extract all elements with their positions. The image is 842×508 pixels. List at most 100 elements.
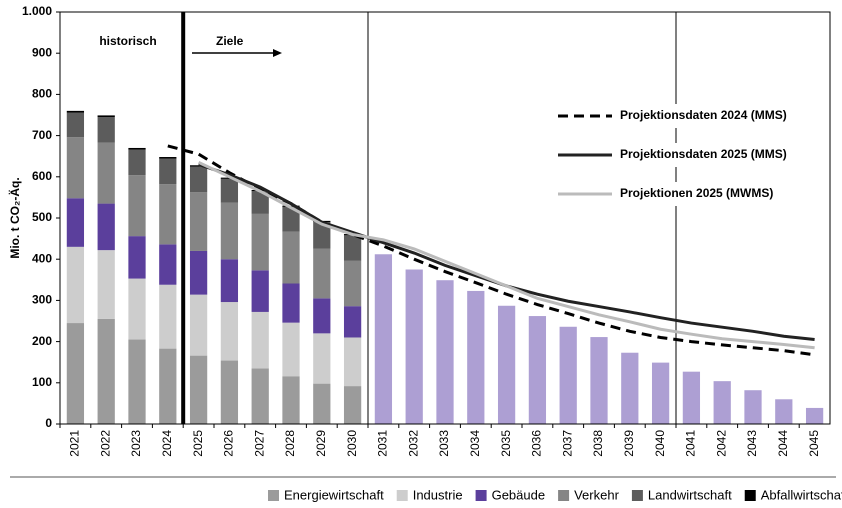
bar-segment — [189, 166, 208, 193]
annotation: historisch — [99, 34, 156, 48]
bar-segment — [66, 137, 85, 199]
legend-label: Verkehr — [574, 487, 619, 502]
x-tick-label: 2038 — [591, 430, 605, 457]
annotation: Ziele — [216, 34, 244, 48]
x-tick-label: 2027 — [252, 430, 266, 457]
bar-segment — [189, 192, 208, 251]
legend-label: Industrie — [413, 487, 463, 502]
bar-segment — [220, 202, 239, 260]
bar-segment — [97, 142, 115, 204]
bar-segment — [128, 236, 146, 279]
bar-segment — [128, 149, 146, 176]
x-tick-label: 2032 — [406, 430, 420, 457]
bar-segment — [159, 284, 177, 349]
bar-segment — [313, 383, 331, 424]
bar-segment — [220, 178, 239, 203]
bar-segment — [189, 294, 208, 356]
x-tick-label: 2036 — [530, 430, 544, 457]
x-tick-label: 2042 — [714, 430, 728, 457]
bar-segment — [97, 250, 115, 319]
bar-segment — [528, 316, 547, 424]
bar-segment — [66, 198, 85, 247]
legend-label: Energiewirtschaft — [284, 487, 384, 502]
y-tick-label: 0 — [45, 416, 52, 430]
y-tick-label: 400 — [32, 251, 52, 265]
x-tick-label: 2030 — [345, 430, 359, 457]
y-axis-label: Mio. t CO₂-Äq. — [7, 177, 22, 258]
x-tick-label: 2024 — [160, 430, 174, 457]
bar-segment — [497, 305, 516, 424]
bar-segment — [251, 213, 269, 271]
bar-segment — [66, 323, 85, 424]
bar-segment — [682, 371, 701, 424]
bar-segment — [590, 337, 608, 424]
bar-segment — [343, 235, 362, 261]
bar-segment — [159, 184, 177, 245]
x-tick-label: 2029 — [314, 430, 328, 457]
x-tick-label: 2041 — [684, 430, 698, 457]
y-tick-label: 1.000 — [22, 4, 52, 18]
bar-segment — [97, 318, 115, 424]
bar-segment — [220, 302, 239, 361]
bar-segment — [467, 290, 485, 424]
bar-segment — [159, 244, 177, 285]
legend-swatch — [396, 490, 408, 501]
bar-segment — [621, 352, 639, 424]
y-tick-label: 800 — [32, 87, 52, 101]
bar-segment — [744, 390, 762, 424]
bar-segment — [313, 222, 331, 249]
plot-frame — [59, 11, 831, 425]
legend-label: Projektionen 2025 (MWMS) — [620, 186, 773, 200]
bar-segment — [374, 254, 393, 424]
bar-segment — [313, 298, 331, 334]
bar-segment — [343, 386, 362, 424]
bar-segment — [66, 246, 85, 324]
legend-swatch — [631, 490, 643, 501]
bar-segment — [159, 348, 177, 424]
x-tick-label: 2037 — [560, 430, 574, 457]
bar-segment — [775, 399, 793, 424]
bar-segment — [282, 376, 300, 424]
bar-segment — [282, 322, 300, 377]
bar-segment — [251, 270, 269, 312]
bar-segment — [128, 175, 146, 237]
y-tick-label: 200 — [32, 334, 52, 348]
x-tick-label: 2034 — [468, 430, 482, 457]
bar-segment — [97, 117, 115, 143]
legend-label: Abfallwirtschaft — [761, 487, 842, 502]
bar-segment — [220, 259, 239, 303]
x-tick-label: 2043 — [745, 430, 759, 457]
y-tick-label: 500 — [32, 210, 52, 224]
bar-segment — [66, 112, 85, 138]
y-tick-label: 700 — [32, 128, 52, 142]
x-tick-label: 2039 — [622, 430, 636, 457]
legend-label: Landwirtschaft — [648, 487, 732, 502]
bar-segment — [313, 333, 331, 384]
bar-segment — [97, 203, 115, 251]
x-tick-label: 2028 — [283, 430, 297, 457]
bar-segment — [313, 248, 331, 299]
legend-label: Gebäude — [492, 487, 546, 502]
line — [197, 161, 815, 350]
bar-segment — [282, 283, 300, 323]
bar-segment — [343, 337, 362, 387]
legend-swatch — [558, 490, 570, 501]
y-tick-label: 100 — [32, 375, 52, 389]
bar-segment — [436, 280, 454, 424]
bar-segment — [343, 260, 362, 307]
bar-segment — [282, 206, 300, 232]
bar-segment — [189, 250, 208, 295]
bar-segment — [251, 368, 269, 424]
legend-swatch — [268, 490, 279, 501]
y-tick-label: 300 — [32, 293, 52, 307]
bar-segment — [282, 231, 300, 284]
arrow-head — [273, 49, 282, 57]
bar-segment — [251, 311, 269, 369]
bar-segment — [128, 278, 146, 340]
bar-segment — [66, 110, 85, 113]
x-tick-label: 2025 — [191, 430, 205, 457]
bar-segment — [128, 147, 146, 150]
legend-label: Projektionsdaten 2025 (MMS) — [620, 147, 787, 161]
y-tick-label: 900 — [32, 45, 52, 59]
